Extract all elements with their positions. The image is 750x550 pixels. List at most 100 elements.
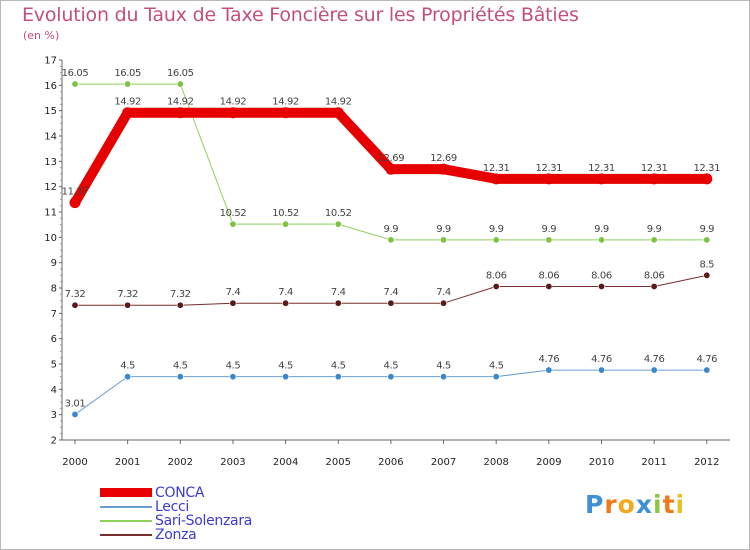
data-point-zonza	[387, 299, 395, 307]
data-label-zonza: 7.4	[226, 287, 241, 298]
data-point-conca	[596, 173, 607, 185]
data-label-conca: 12.69	[430, 153, 457, 164]
y-tick-label: 4	[51, 385, 57, 396]
data-label-lecci: 4.5	[384, 361, 399, 372]
data-label-sari-solenzara: 9.9	[541, 224, 556, 235]
x-tick-label: 2012	[694, 457, 719, 468]
data-label-sari-solenzara: 9.9	[489, 224, 504, 235]
x-tick-label: 2009	[536, 457, 561, 468]
data-point-lecci	[597, 366, 605, 374]
data-label-lecci: 4.5	[278, 361, 293, 372]
data-point-conca	[174, 107, 186, 119]
data-point-conca	[438, 163, 450, 175]
data-point-zonza	[229, 299, 237, 307]
data-point-sari-solenzara	[229, 220, 237, 228]
data-label-sari-solenzara: 16.05	[167, 68, 194, 79]
data-point-zonza	[71, 301, 79, 309]
y-tick-label: 2	[51, 436, 57, 447]
data-point-lecci	[545, 366, 553, 374]
chart-title: Evolution du Taux de Taxe Foncière sur l…	[22, 4, 579, 26]
data-point-sari-solenzara	[387, 236, 395, 244]
data-label-conca: 12.31	[693, 163, 720, 174]
data-label-sari-solenzara: 9.9	[594, 224, 609, 235]
data-point-lecci	[703, 366, 711, 374]
data-point-zonza	[176, 301, 184, 309]
x-tick-label: 2007	[431, 457, 456, 468]
data-point-sari-solenzara	[282, 220, 290, 228]
data-point-conca	[280, 107, 292, 119]
y-tick-label: 3	[51, 410, 57, 421]
data-label-lecci: 4.5	[226, 361, 241, 372]
data-point-lecci	[124, 373, 132, 381]
x-tick-label: 2008	[483, 457, 508, 468]
data-point-conca	[122, 107, 134, 119]
data-label-zonza: 8.06	[644, 270, 665, 281]
y-tick-label: 12	[44, 182, 57, 193]
data-point-lecci	[440, 373, 448, 381]
data-label-zonza: 8.06	[539, 270, 560, 281]
y-tick-label: 9	[51, 258, 57, 269]
data-label-sari-solenzara: 16.05	[62, 68, 89, 79]
data-label-zonza: 7.4	[384, 287, 399, 298]
data-label-conca: 12.31	[483, 163, 510, 174]
data-point-conca	[648, 173, 660, 185]
line-chart: 2 3 4 5 6 7 8 9 10 11 12 13 14 15 16 17 2000 2001 2002 2003…	[44, 56, 730, 468]
data-label-conca: 14.92	[325, 97, 352, 108]
data-point-zonza	[703, 271, 711, 279]
legend-label-sari-solenzara: Sari-Solenzara	[155, 513, 253, 529]
data-point-sari-solenzara	[703, 236, 711, 244]
x-tick-label: 2003	[220, 457, 245, 468]
data-label-sari-solenzara: 10.52	[272, 208, 299, 219]
data-point-sari-solenzara	[545, 236, 553, 244]
data-point-zonza	[440, 299, 448, 307]
data-label-zonza: 8.06	[591, 270, 612, 281]
data-label-lecci: 4.5	[120, 361, 135, 372]
x-tick-label: 2000	[62, 457, 87, 468]
data-label-lecci: 4.76	[644, 354, 665, 365]
x-tick-label: 2004	[273, 457, 298, 468]
data-label-lecci: 4.5	[173, 361, 188, 372]
data-point-lecci	[71, 410, 79, 418]
data-point-zonza	[282, 299, 290, 307]
data-label-lecci: 4.5	[436, 361, 451, 372]
data-point-lecci	[492, 373, 500, 381]
data-label-zonza: 7.32	[65, 289, 86, 300]
legend-swatch-zonza	[100, 534, 152, 536]
data-point-zonza	[492, 282, 500, 290]
legend-swatch-lecci	[100, 506, 152, 508]
data-label-zonza: 7.4	[436, 287, 451, 298]
data-point-sari-solenzara	[597, 236, 605, 244]
legend-label-zonza: Zonza	[155, 527, 197, 543]
x-tick-label: 2011	[641, 457, 666, 468]
data-label-sari-solenzara: 9.9	[384, 224, 399, 235]
data-label-lecci: 4.76	[539, 354, 560, 365]
proxiti-logo: Proxiti	[585, 490, 685, 519]
y-tick-label: 15	[44, 106, 57, 117]
data-label-sari-solenzara: 9.9	[699, 224, 714, 235]
data-point-zonza	[124, 301, 132, 309]
legend-swatch-sari-solenzara	[100, 520, 152, 522]
data-point-conca	[490, 173, 502, 185]
data-label-zonza: 7.4	[278, 287, 293, 298]
legend-label-lecci: Lecci	[155, 499, 189, 515]
data-point-sari-solenzara	[650, 236, 658, 244]
data-label-conca: 11.37	[62, 187, 89, 198]
data-point-sari-solenzara	[334, 220, 342, 228]
logo-letter: r	[604, 490, 618, 519]
data-label-zonza: 8.06	[486, 270, 507, 281]
data-label-conca: 14.92	[220, 97, 247, 108]
data-point-lecci	[387, 373, 395, 381]
y-tick-label: 17	[44, 56, 57, 67]
data-point-zonza	[545, 282, 553, 290]
data-point-sari-solenzara	[71, 80, 79, 88]
y-tick-label: 7	[51, 309, 57, 320]
y-tick-label: 13	[44, 157, 57, 168]
data-label-sari-solenzara: 16.05	[114, 68, 141, 79]
data-label-zonza: 8.5	[699, 259, 714, 270]
y-tick-label: 16	[44, 81, 57, 92]
logo-letter: i	[653, 490, 663, 519]
data-point-lecci	[650, 366, 658, 374]
data-label-sari-solenzara: 10.52	[325, 208, 352, 219]
data-label-lecci: 4.76	[696, 354, 717, 365]
data-label-zonza: 7.32	[170, 289, 191, 300]
